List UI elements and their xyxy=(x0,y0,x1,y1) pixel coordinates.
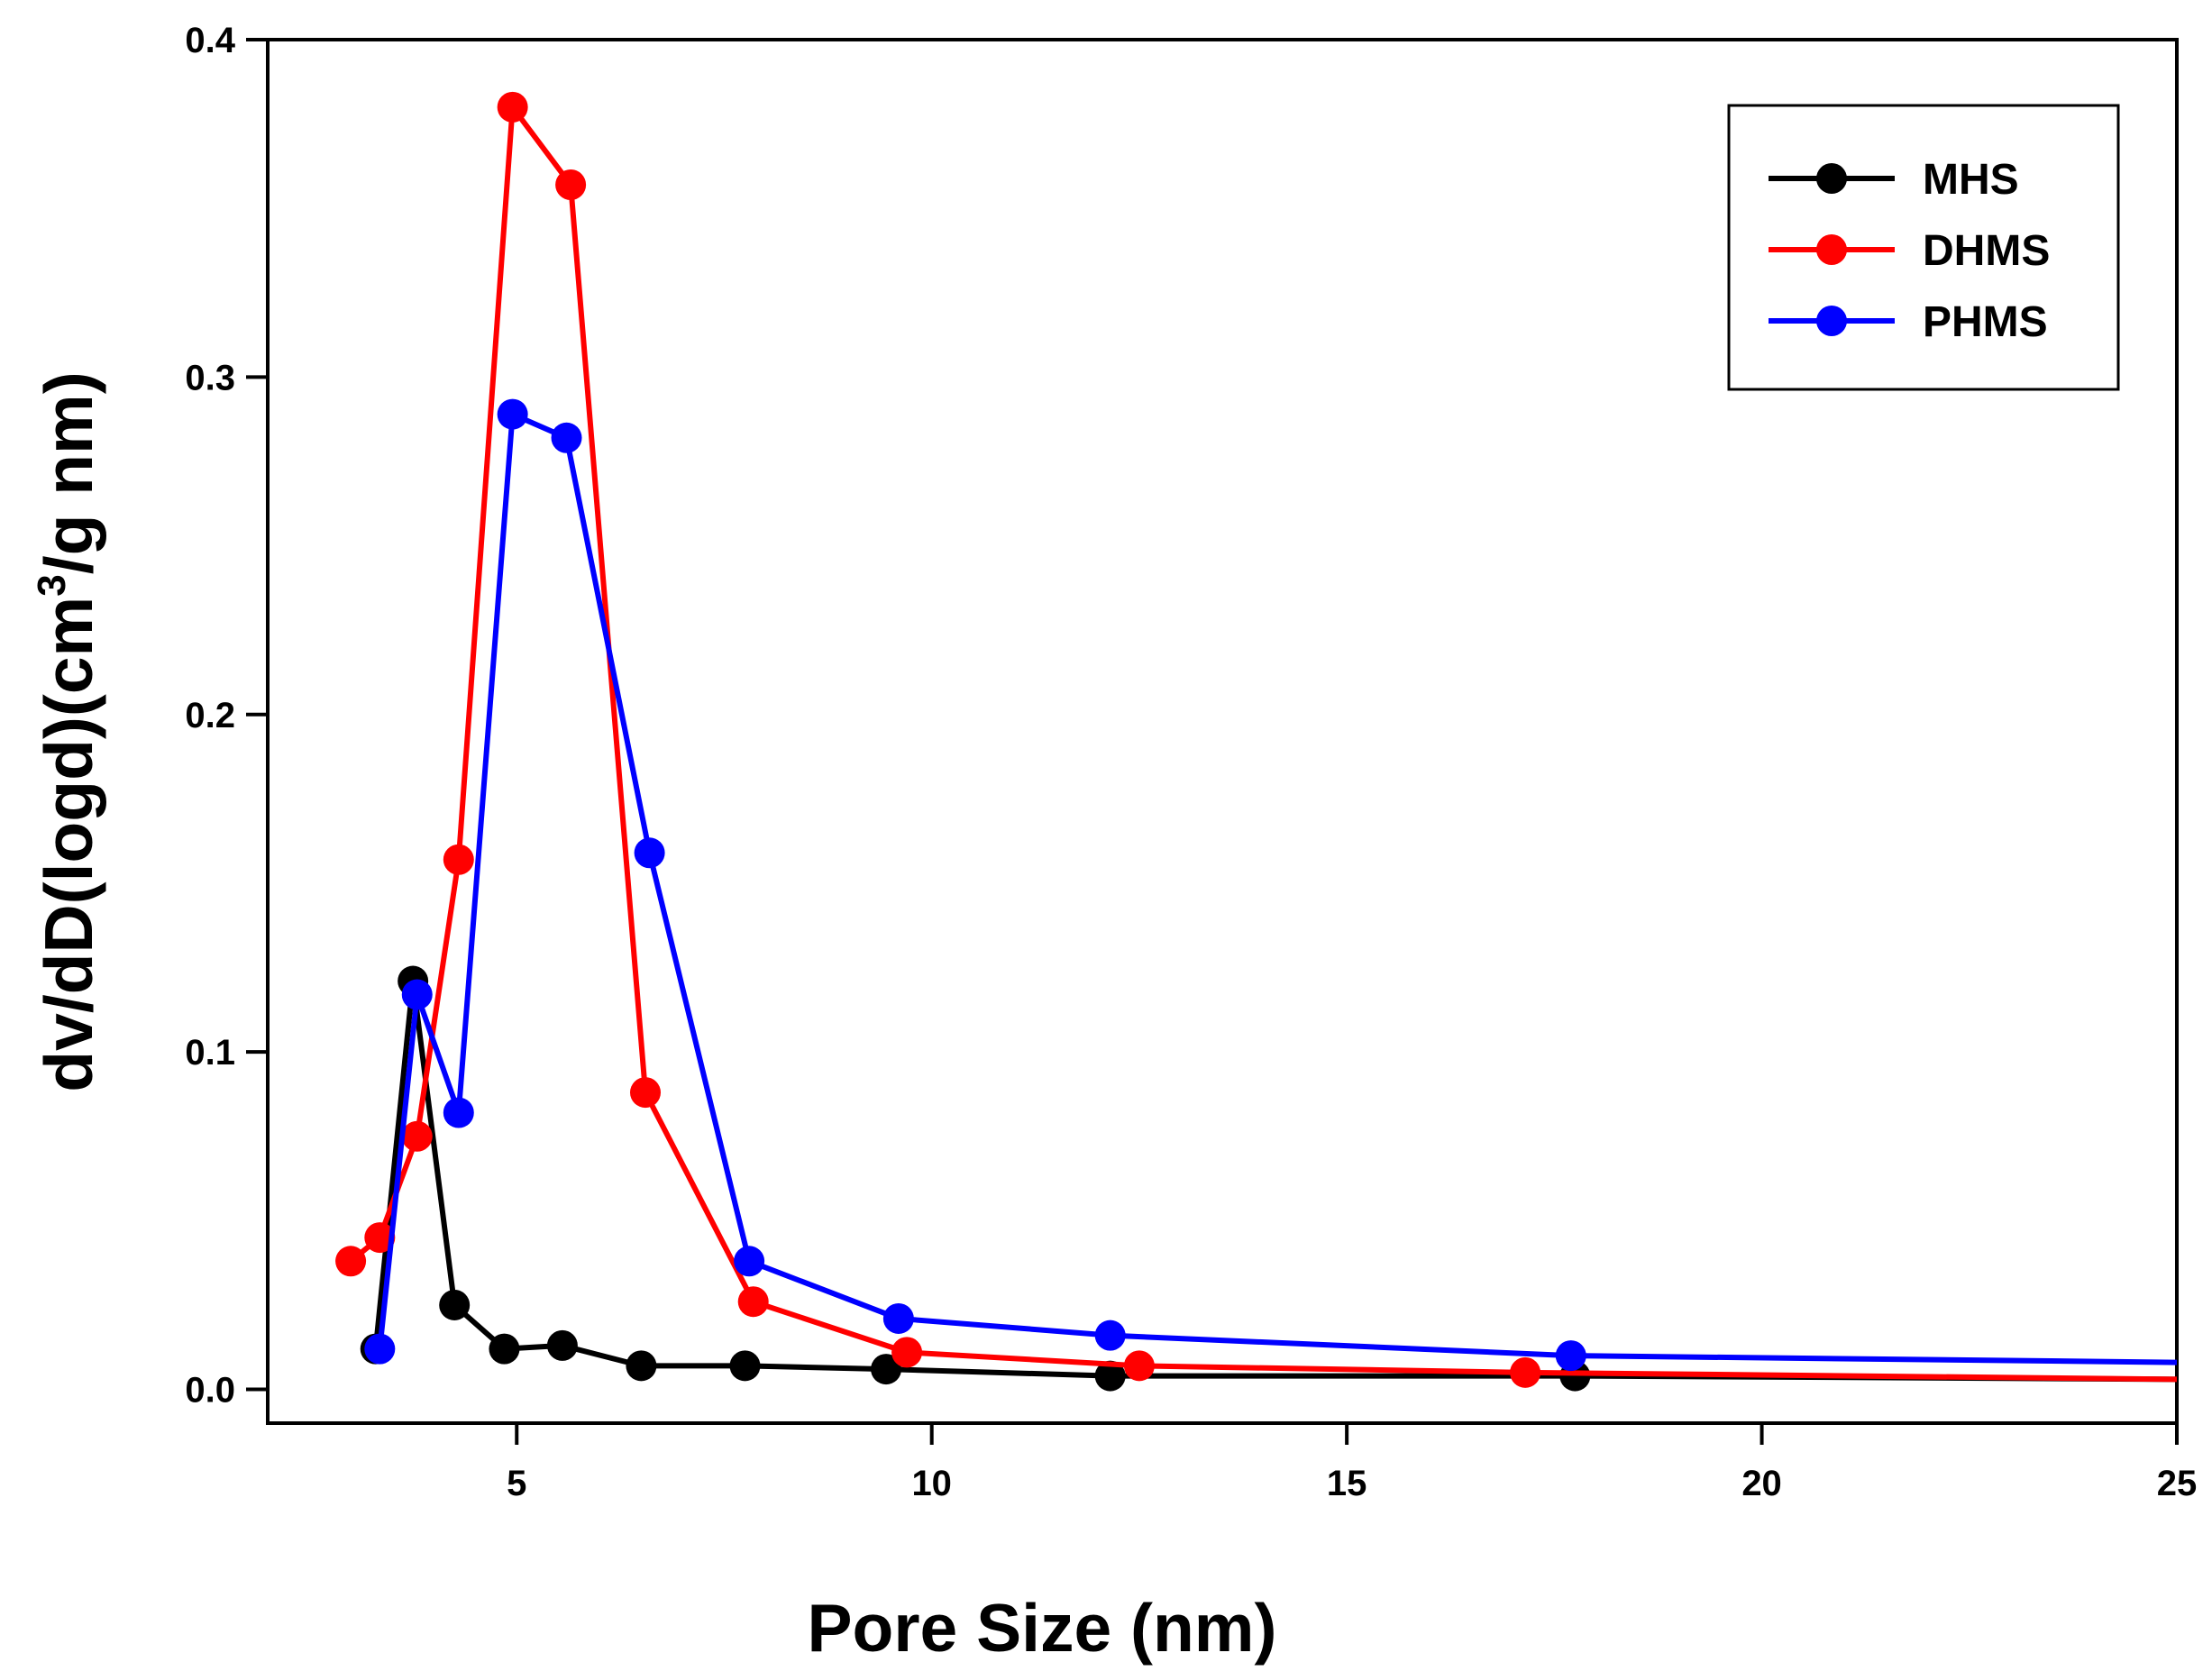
data-point-phms xyxy=(443,1097,474,1128)
data-point-mhs xyxy=(489,1333,520,1365)
data-point-mhs xyxy=(439,1289,471,1320)
series-phms xyxy=(364,398,2178,1372)
data-point-dhms xyxy=(1123,1350,1155,1382)
plot-frame xyxy=(266,38,2179,1425)
data-point-dhms xyxy=(443,844,474,875)
data-point-phms xyxy=(1094,1319,1126,1351)
x-tick-label: 10 xyxy=(911,1464,952,1503)
x-tick-label: 5 xyxy=(507,1464,526,1503)
data-point-dhms xyxy=(737,1286,769,1318)
data-point-phms xyxy=(734,1246,765,1277)
series-mhs xyxy=(360,965,2178,1392)
series-line-mhs xyxy=(372,978,2178,1383)
series-layer xyxy=(335,91,2178,1392)
legend-marker xyxy=(1816,234,1847,265)
legend-marker xyxy=(1816,306,1847,336)
data-point-dhms xyxy=(629,1077,661,1109)
y-axis-title-end: /g nm) xyxy=(31,371,106,574)
x-tick-label: 25 xyxy=(2157,1464,2198,1503)
legend-label: DHMS xyxy=(1923,227,2050,275)
data-point-mhs xyxy=(729,1350,761,1382)
data-point-phms xyxy=(634,837,665,869)
legend-marker xyxy=(1816,163,1847,194)
legend-label: PHMS xyxy=(1923,298,2048,346)
x-tick-label: 20 xyxy=(1741,1464,1782,1503)
data-point-phms xyxy=(364,1333,396,1365)
y-axis-title-superscript: 3 xyxy=(30,574,74,596)
y-tick-label: 0.3 xyxy=(185,358,235,397)
data-point-phms xyxy=(1555,1340,1586,1372)
data-point-dhms xyxy=(335,1246,367,1277)
y-tick-label: 0.0 xyxy=(185,1371,235,1411)
y-axis-title: dv/dD(logd)(cm3/g nm) xyxy=(30,371,106,1091)
x-axis: 5 10 15 20 25 xyxy=(507,1423,2197,1503)
data-point-dhms xyxy=(1510,1356,1541,1388)
data-point-phms xyxy=(882,1302,914,1334)
data-point-phms xyxy=(551,422,582,453)
data-point-dhms xyxy=(891,1337,923,1368)
legend-label: MHS xyxy=(1923,156,2019,204)
series-line-phms xyxy=(377,411,2178,1365)
data-point-dhms xyxy=(497,91,528,123)
y-axis: 0.0 0.1 0.2 0.3 0.4 xyxy=(185,21,268,1411)
legend-item-mhs: MHS xyxy=(1769,156,2019,204)
legend-item-dhms: DHMS xyxy=(1769,227,2050,275)
data-point-mhs xyxy=(1094,1360,1126,1392)
x-tick-label: 15 xyxy=(1327,1464,1367,1503)
data-point-mhs xyxy=(546,1329,578,1361)
y-tick-label: 0.2 xyxy=(185,696,235,735)
data-point-mhs xyxy=(626,1350,657,1382)
y-tick-label: 0.4 xyxy=(185,21,235,60)
data-point-phms xyxy=(401,979,433,1010)
data-point-dhms xyxy=(364,1222,396,1254)
data-point-mhs xyxy=(871,1354,902,1385)
data-point-phms xyxy=(497,398,528,430)
legend-item-phms: PHMS xyxy=(1769,298,2048,346)
data-point-dhms xyxy=(401,1120,433,1152)
legend: MHS DHMS PHMS xyxy=(1727,104,2120,391)
x-axis-title: Pore Size (nm) xyxy=(808,1590,1277,1666)
y-tick-label: 0.1 xyxy=(185,1033,235,1073)
data-point-dhms xyxy=(555,169,587,200)
y-axis-title-main: dv/dD(logd)(cm xyxy=(31,597,106,1092)
